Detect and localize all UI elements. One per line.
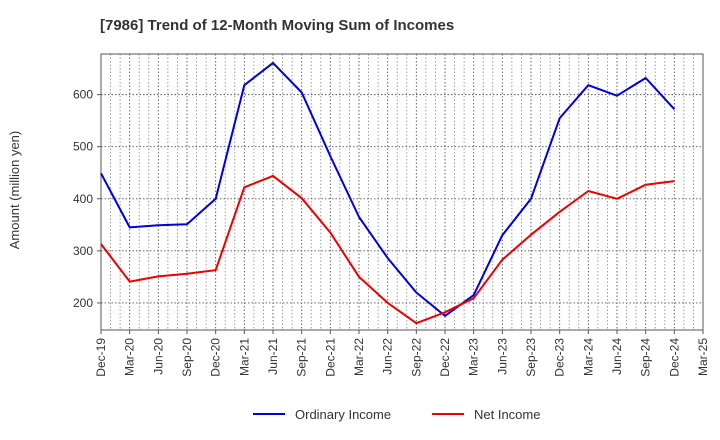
x-tick-label: Jun-22	[381, 338, 395, 375]
x-tick-label: Dec-19	[94, 338, 108, 377]
x-tick-label: Mar-20	[123, 338, 137, 376]
x-tick-label: Sep-22	[409, 338, 423, 377]
x-tick-label: Jun-21	[266, 338, 280, 375]
legend-item-net-income: Net Income	[432, 407, 540, 422]
series-line-ordinary-income	[100, 61, 676, 317]
y-tick-label: 200	[73, 296, 93, 310]
legend-item-ordinary-income: Ordinary Income	[253, 407, 391, 422]
x-tick-label: Sep-24	[639, 338, 653, 377]
series-layer	[100, 61, 676, 325]
x-tick-label: Dec-23	[553, 338, 567, 377]
y-tick-label: 600	[73, 88, 93, 102]
x-tick-label: Jun-20	[151, 338, 165, 375]
x-axis-ticks: Dec-19 Mar-20 Jun-20 Sep-20 Dec-20 Mar-21 Jun-…	[94, 330, 710, 377]
chart-title: [7986] Trend of 12-Month Moving Sum of I…	[100, 17, 454, 34]
x-tick-label: Dec-20	[209, 338, 223, 377]
legend-label: Ordinary Income	[295, 407, 391, 422]
x-tick-label: Mar-21	[237, 338, 251, 376]
x-tick-label: Sep-23	[524, 338, 538, 377]
plot-frame	[100, 53, 704, 331]
y-axis-ticks: 200 300 400 500 600	[73, 88, 101, 310]
x-tick-label: Dec-21	[323, 338, 337, 377]
y-tick-label: 500	[73, 140, 93, 154]
x-tick-label: Dec-22	[438, 338, 452, 377]
x-tick-label: Jun-23	[495, 338, 509, 375]
x-tick-label: Sep-20	[180, 338, 194, 377]
series-line-net-income	[100, 174, 675, 325]
y-tick-label: 400	[73, 192, 93, 206]
legend-label: Net Income	[474, 407, 540, 422]
x-tick-label: Mar-24	[581, 338, 595, 376]
y-axis-label: Amount (million yen)	[7, 131, 22, 250]
x-tick-label: Dec-24	[667, 338, 681, 377]
x-tick-label: Jun-24	[610, 338, 624, 375]
x-tick-label: Mar-22	[352, 338, 366, 376]
x-tick-label: Mar-25	[696, 338, 710, 376]
x-tick-label: Sep-21	[295, 338, 309, 377]
grid-lines	[101, 54, 703, 330]
legend: Ordinary Income Net Income	[253, 407, 540, 422]
y-tick-label: 300	[73, 244, 93, 258]
x-tick-label: Mar-23	[467, 338, 481, 376]
